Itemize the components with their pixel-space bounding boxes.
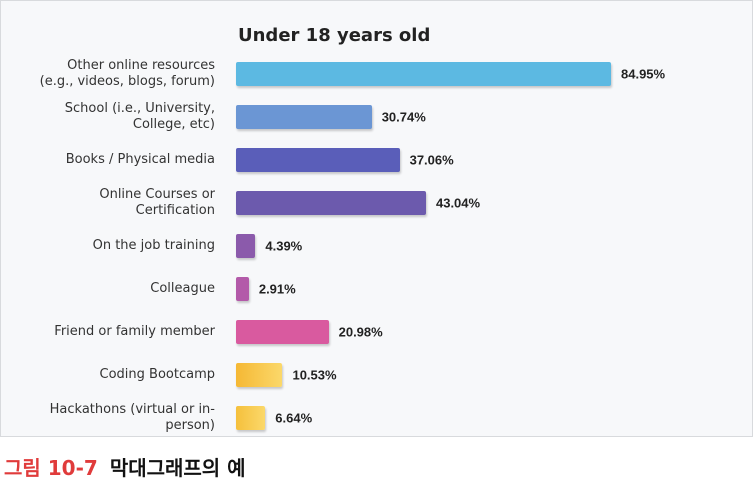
value-label: 20.98% bbox=[338, 324, 383, 340]
bar bbox=[236, 363, 283, 387]
value-label: 6.64% bbox=[275, 410, 313, 426]
category-label: On the job training bbox=[92, 238, 215, 253]
category-label: Hackathons (virtual or in- person) bbox=[49, 402, 215, 433]
category-label: Coding Bootcamp bbox=[99, 367, 215, 382]
bar bbox=[236, 148, 400, 172]
bar bbox=[236, 191, 426, 215]
bar bbox=[236, 320, 329, 344]
category-label: Other online resources (e.g., videos, bl… bbox=[39, 58, 215, 89]
value-label: 84.95% bbox=[621, 66, 666, 82]
value-label: 43.04% bbox=[435, 195, 481, 211]
value-label: 10.53% bbox=[292, 367, 337, 383]
category-label: Colleague bbox=[150, 281, 215, 296]
caption-label: 그림 10-7 bbox=[4, 456, 98, 480]
chart: Under 18 years old Other online resource… bbox=[0, 0, 753, 437]
value-label: 30.74% bbox=[381, 109, 426, 125]
caption: 그림 10-7 막대그래프의 예 bbox=[4, 452, 246, 481]
bar bbox=[236, 406, 266, 430]
bar bbox=[236, 62, 611, 86]
category-label: Friend or family member bbox=[54, 324, 215, 339]
value-label: 2.91% bbox=[258, 281, 296, 297]
category-label: Online Courses or Certification bbox=[99, 187, 215, 218]
bar bbox=[236, 277, 249, 301]
value-label: 37.06% bbox=[409, 152, 454, 168]
value-label: 4.39% bbox=[265, 238, 303, 254]
caption-text: 막대그래프의 예 bbox=[109, 456, 246, 480]
bar bbox=[236, 234, 256, 258]
category-label: Books / Physical media bbox=[65, 152, 215, 167]
category-label: School (i.e., University, College, etc) bbox=[64, 101, 215, 132]
bar bbox=[236, 105, 372, 129]
chart-title: Under 18 years old bbox=[238, 25, 431, 46]
